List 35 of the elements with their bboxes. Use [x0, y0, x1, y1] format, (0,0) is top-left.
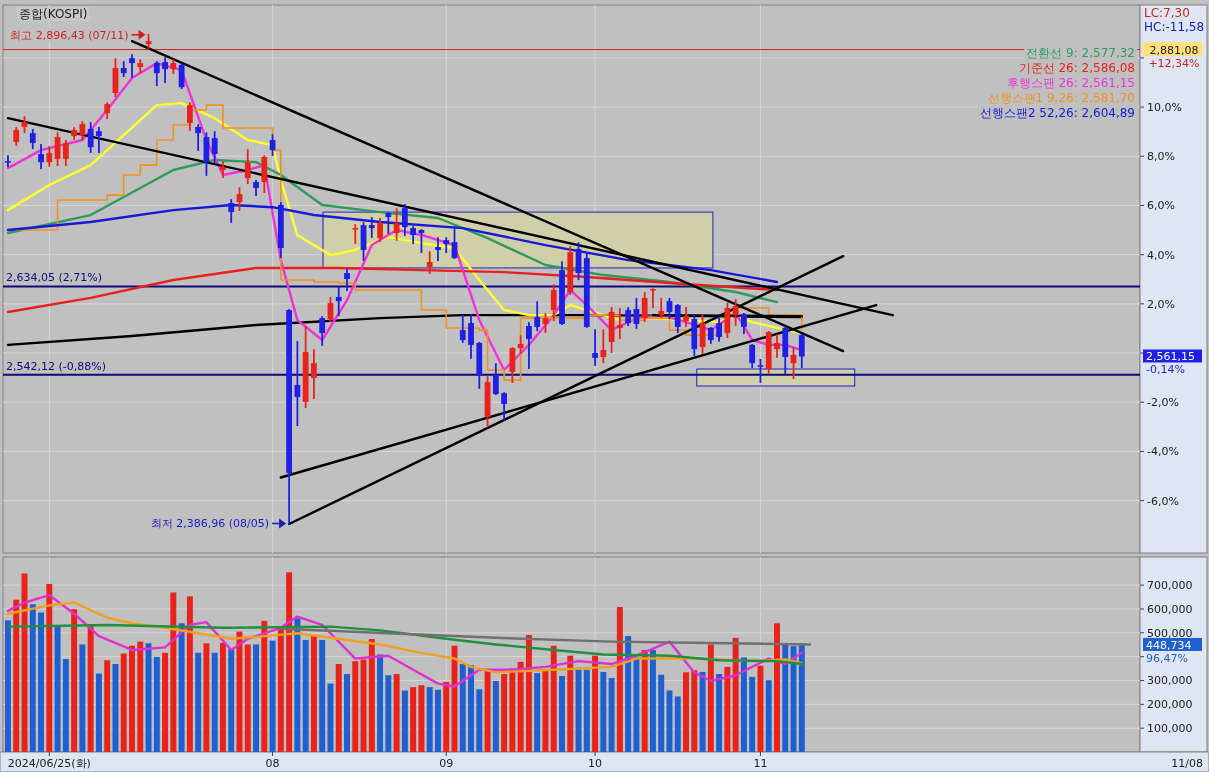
text: 기준선 26: 2,586,08	[1018, 61, 1135, 75]
x-tick-label: 08	[265, 757, 280, 770]
text: 후행스팬 26: 2,561,15	[1006, 76, 1135, 90]
x-tick-label: 11	[753, 757, 768, 770]
ref-line-label: 2,881,08 +12,34%	[1148, 43, 1200, 70]
y-tick-label: 500,000	[1147, 626, 1193, 640]
chart-title: 종합(KOSPI)	[19, 7, 88, 21]
y-tick-label: 700,000	[1147, 579, 1193, 593]
text: 448,734 96,47%	[1146, 638, 1192, 665]
y-tick-label: 6,0%	[1147, 199, 1175, 213]
y-tick-label: 100,000	[1147, 722, 1193, 736]
y-tick-label: 4,0%	[1147, 248, 1175, 262]
text: HC:-11,58	[1144, 20, 1205, 34]
x-tick-label: 2024/06/25(화)	[7, 757, 91, 770]
y-tick-label: 300,000	[1147, 674, 1193, 688]
y-tick-label: 10,0%	[1147, 101, 1182, 115]
annotation: 최고 2,896,43 (07/11)	[10, 28, 129, 42]
x-tick-label: 10	[588, 757, 603, 770]
text: 2,561,15 -0,14%	[1146, 350, 1195, 377]
x-tick-label: 09	[439, 757, 454, 770]
text: 전환선 9: 2,577,32	[1026, 46, 1135, 60]
y-tick-label: -4,0%	[1147, 445, 1179, 459]
y-tick-label: 8,0%	[1147, 150, 1175, 164]
annotation: 최저 2,386,96 (08/05)	[150, 517, 270, 531]
y-tick-label: 2,0%	[1147, 297, 1175, 311]
y-tick-label: -6,0%	[1147, 494, 1179, 508]
text: 11/08	[1171, 757, 1203, 770]
ref-line-label: 2,542,12 (-0,88%)	[6, 359, 106, 373]
y-tick-label: -2,0%	[1147, 396, 1179, 410]
y-tick-label: 200,000	[1147, 698, 1193, 712]
text: 선행스팬1 9,26: 2,581,70	[987, 91, 1135, 105]
text: 선행스팬2 52,26: 2,604,89	[979, 106, 1135, 120]
ref-line-label: 2,634,05 (2,71%)	[6, 271, 103, 285]
y-tick-label: 600,000	[1147, 602, 1193, 616]
text: LC:7,30	[1144, 6, 1190, 20]
